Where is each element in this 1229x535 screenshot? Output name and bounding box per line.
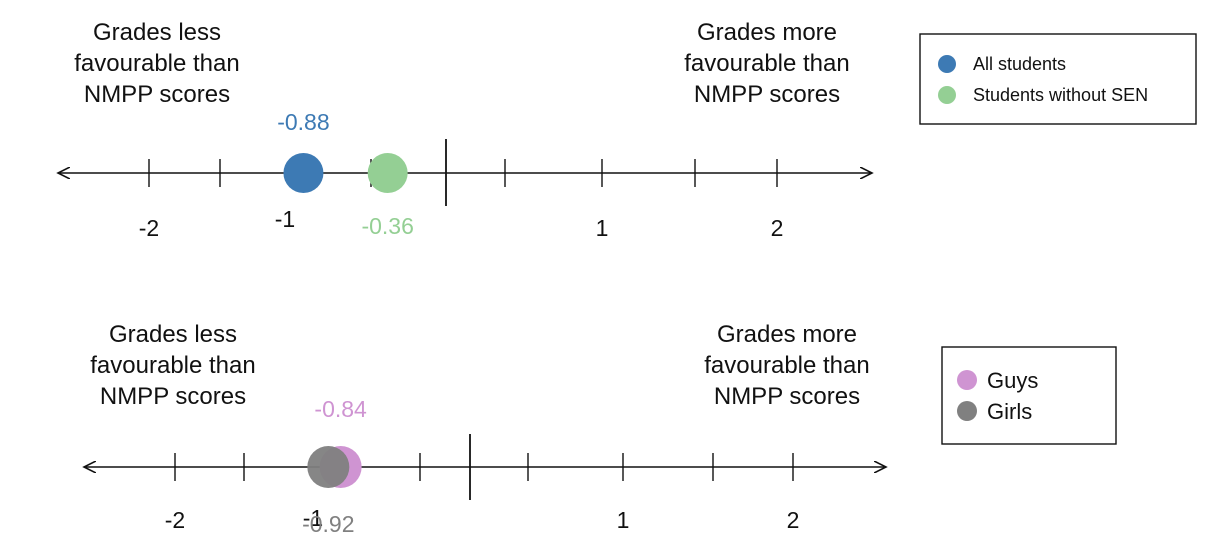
left-annotation-line-1: Grades less <box>93 19 221 46</box>
tick-label-1: 1 <box>617 507 630 533</box>
left-annotation-line-1: Grades less <box>109 321 237 348</box>
tick-label-minus-2: -2 <box>165 507 185 533</box>
left-annotation-line-3: NMPP scores <box>100 383 246 410</box>
value-label-all-students: -0.88 <box>277 109 329 135</box>
data-point-all-students <box>283 153 324 193</box>
tick-label-minus-2: -2 <box>139 215 159 241</box>
panel-1: Grades less favourable than NMPP scores … <box>58 19 1197 241</box>
legend-marker-girls <box>957 401 977 421</box>
right-annotation-line-3: NMPP scores <box>694 81 840 108</box>
left-annotation-line-2: favourable than <box>90 352 255 379</box>
data-point-girls <box>307 446 350 488</box>
legend-box <box>919 33 1197 125</box>
left-annotation-line-2: favourable than <box>74 50 239 77</box>
legend-label-girls: Girls <box>987 399 1032 424</box>
right-annotation-line-2: favourable than <box>704 352 869 379</box>
tick-label-1: 1 <box>596 215 609 241</box>
legend-label-guys: Guys <box>987 368 1038 393</box>
legend-marker-guys <box>957 370 977 390</box>
legend: Guys Girls <box>941 346 1117 445</box>
legend-box <box>941 346 1117 445</box>
panel-2: Grades less favourable than NMPP scores … <box>84 321 1117 535</box>
left-annotation-line-3: NMPP scores <box>84 81 230 108</box>
tick-label-2: 2 <box>771 215 784 241</box>
right-annotation-line-1: Grades more <box>697 19 837 46</box>
tick-label-minus-1: -1 <box>303 505 323 531</box>
tick-label-minus-1: -1 <box>275 206 295 232</box>
legend-label-all-students: All students <box>973 54 1066 74</box>
legend-marker-students-without-sen <box>938 86 956 104</box>
legend-marker-all-students <box>938 55 956 73</box>
right-annotation-line-2: favourable than <box>684 50 849 77</box>
value-label-guys: -0.84 <box>314 396 367 422</box>
data-point-students-without-sen <box>367 153 408 193</box>
right-annotation-line-3: NMPP scores <box>714 383 860 410</box>
value-label-students-without-sen: -0.36 <box>361 213 413 239</box>
legend-label-students-without-sen: Students without SEN <box>973 85 1148 105</box>
value-label-girls: -0.92 <box>302 511 354 535</box>
tick-label-2: 2 <box>787 507 800 533</box>
right-annotation-line-1: Grades more <box>717 321 857 348</box>
legend: All students Students without SEN <box>919 33 1197 125</box>
